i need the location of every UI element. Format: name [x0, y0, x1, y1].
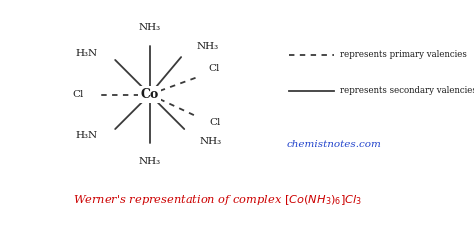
Text: Cl: Cl: [73, 90, 84, 99]
Text: Werner's representation of complex $\mathit{[Co(NH_3)_6]Cl_3}$: Werner's representation of complex $\mat…: [73, 193, 363, 207]
Text: represents primary valencies: represents primary valencies: [340, 50, 467, 59]
Text: Cl: Cl: [209, 64, 220, 73]
Text: Cl: Cl: [210, 118, 221, 127]
Text: H₃N: H₃N: [75, 49, 97, 58]
Text: Co: Co: [141, 88, 159, 101]
Text: NH₃: NH₃: [197, 42, 219, 51]
Text: H₃N: H₃N: [75, 131, 97, 140]
Text: NH₃: NH₃: [139, 23, 161, 32]
Text: NH₃: NH₃: [139, 157, 161, 166]
Text: chemistnotes.com: chemistnotes.com: [287, 140, 382, 149]
Text: represents secondary valencies: represents secondary valencies: [340, 86, 474, 95]
Text: NH₃: NH₃: [200, 137, 222, 146]
